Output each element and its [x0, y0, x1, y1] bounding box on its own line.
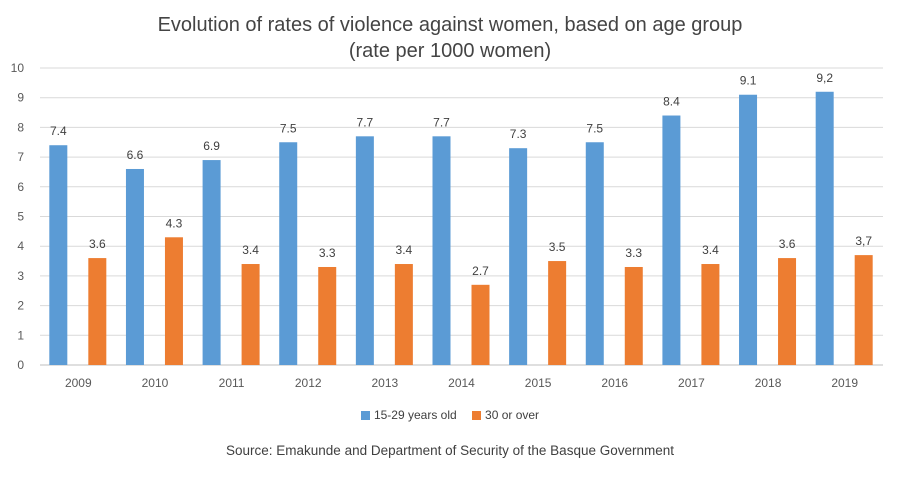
- data-label-series-1: 9.1: [740, 74, 757, 88]
- legend-item-series-1: 15-29 years old: [360, 408, 457, 422]
- bar-series-2: [778, 258, 797, 365]
- x-tick-label: 2019: [831, 376, 858, 390]
- data-label-series-1: 7.5: [280, 121, 297, 135]
- legend: 15-29 years old 30 or over: [0, 408, 900, 423]
- bar-series-2: [394, 264, 413, 365]
- data-label-series-1: 9,2: [816, 71, 833, 85]
- legend-swatch-series-1: [360, 410, 370, 420]
- data-label-series-1: 8.4: [663, 95, 680, 109]
- data-label-series-2: 3.6: [779, 237, 796, 251]
- y-tick-label: 7: [17, 150, 24, 164]
- data-label-series-1: 7.3: [510, 127, 527, 141]
- y-tick-label: 1: [17, 328, 24, 342]
- chart-title: Evolution of rates of violence against w…: [0, 12, 900, 64]
- y-tick-label: 5: [17, 210, 24, 224]
- x-tick-label: 2017: [678, 376, 705, 390]
- bar-series-2: [164, 237, 183, 365]
- data-label-series-2: 4.3: [166, 216, 183, 230]
- data-label-series-1: 6.9: [203, 139, 220, 153]
- bar-series-2: [471, 284, 490, 365]
- data-label-series-2: 3.5: [549, 240, 566, 254]
- bar-series-1: [279, 142, 298, 365]
- y-tick-label: 4: [17, 239, 24, 253]
- y-tick-label: 0: [17, 358, 24, 372]
- bar-series-1: [585, 142, 604, 365]
- bar-series-1: [355, 136, 374, 365]
- chart-subtitle: (rate per 1000 women): [348, 40, 552, 62]
- x-tick-label: 2018: [755, 376, 782, 390]
- bar-series-2: [624, 266, 643, 365]
- bar-series-1: [49, 145, 68, 365]
- data-label-series-2: 2.7: [472, 264, 489, 278]
- y-tick-label: 9: [17, 91, 24, 105]
- data-label-series-1: 7.5: [586, 121, 603, 135]
- bar-series-2: [241, 264, 260, 365]
- data-label-series-1: 7.7: [433, 115, 450, 129]
- legend-item-series-2: 30 or over: [472, 408, 539, 422]
- bar-series-1: [125, 168, 144, 365]
- data-label-series-2: 3.3: [625, 246, 642, 260]
- bar-series-1: [815, 91, 834, 365]
- x-tick-label: 2009: [65, 376, 92, 390]
- bar-series-1: [662, 115, 681, 366]
- y-tick-label: 6: [17, 180, 24, 194]
- legend-label-series-2: 30 or over: [485, 408, 540, 422]
- bar-series-2: [88, 258, 107, 365]
- data-label-series-1: 6.6: [127, 148, 144, 162]
- x-tick-label: 2014: [448, 376, 475, 390]
- data-label-series-2: 3.4: [396, 243, 413, 257]
- y-tick-label: 3: [17, 269, 24, 283]
- bar-series-2: [701, 264, 720, 365]
- chart-title-line: Evolution of rates of violence against w…: [157, 14, 743, 36]
- x-tick-label: 2016: [601, 376, 628, 390]
- y-tick-label: 2: [17, 299, 24, 313]
- x-tick-label: 2010: [142, 376, 169, 390]
- legend-label-series-1: 15-29 years old: [373, 408, 457, 422]
- data-label-series-1: 7.4: [50, 124, 67, 138]
- bar-series-1: [432, 136, 451, 365]
- x-tick-label: 2012: [295, 376, 322, 390]
- bar-series-2: [548, 261, 567, 365]
- bar-series-2: [854, 255, 873, 365]
- y-tick-label: 10: [11, 61, 25, 75]
- x-tick-label: 2015: [525, 376, 552, 390]
- bar-series-1: [202, 160, 221, 365]
- x-tick-label: 2011: [219, 376, 245, 390]
- bar-series-2: [318, 266, 337, 365]
- data-label-series-2: 3.3: [319, 246, 336, 260]
- data-label-series-1: 7.7: [357, 115, 374, 129]
- y-tick-label: 8: [17, 120, 24, 134]
- data-label-series-2: 3,7: [855, 234, 872, 248]
- x-tick-label: 2013: [372, 376, 399, 390]
- source-note: Source: Emakunde and Department of Secur…: [226, 443, 674, 458]
- bar-series-1: [739, 94, 758, 365]
- data-label-series-2: 3.4: [242, 243, 259, 257]
- data-label-series-2: 3.4: [702, 243, 719, 257]
- bar-series-1: [509, 148, 528, 365]
- legend-swatch-series-2: [472, 410, 482, 420]
- data-label-series-2: 3.6: [89, 237, 106, 251]
